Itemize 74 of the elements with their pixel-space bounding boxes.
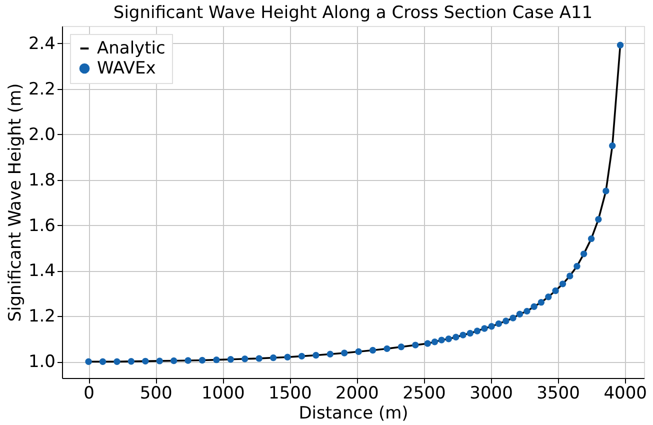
point xyxy=(602,188,610,194)
point xyxy=(284,354,291,360)
point xyxy=(538,298,545,306)
y-tick-label: 1.2 xyxy=(28,306,56,327)
y-tick-label: 2.0 xyxy=(28,124,56,145)
legend-label: Analytic xyxy=(97,38,166,58)
point xyxy=(495,320,502,328)
x-tick-label: 4000 xyxy=(604,384,647,404)
point xyxy=(156,358,163,364)
point xyxy=(270,354,277,362)
point xyxy=(530,303,538,310)
point xyxy=(398,344,405,350)
point xyxy=(552,287,559,294)
point xyxy=(99,358,106,365)
x-tick-label: 1500 xyxy=(268,384,312,404)
point xyxy=(481,325,488,332)
x-tick-label: 1000 xyxy=(201,384,245,404)
point xyxy=(510,314,516,322)
y-tick-label: 2.2 xyxy=(28,79,56,100)
point xyxy=(580,250,588,258)
legend-label: WAVEx xyxy=(97,58,156,78)
point xyxy=(384,345,390,352)
point xyxy=(616,42,624,48)
x-tick-label: 0 xyxy=(84,384,94,404)
point xyxy=(326,350,334,358)
point xyxy=(474,328,481,334)
y-tick-label: 2.4 xyxy=(28,34,56,54)
x-tick-label: 3000 xyxy=(470,384,513,404)
x-tick-label: 500 xyxy=(140,384,172,404)
point xyxy=(445,336,452,342)
x-axis-title: Distance (m) xyxy=(298,404,408,424)
point xyxy=(488,323,495,330)
point xyxy=(369,346,376,354)
y-tick-label: 1.6 xyxy=(28,216,56,236)
point xyxy=(128,358,135,365)
y-tick-label: 1.4 xyxy=(28,261,56,282)
point xyxy=(227,356,234,363)
point xyxy=(298,352,306,360)
point xyxy=(574,262,580,270)
point xyxy=(213,356,220,364)
point xyxy=(198,356,206,364)
x-tick-label: 2500 xyxy=(402,384,446,404)
point xyxy=(424,340,431,347)
point xyxy=(559,280,566,288)
point xyxy=(595,216,602,223)
point xyxy=(312,352,320,359)
point xyxy=(452,334,460,340)
point xyxy=(516,310,524,318)
point xyxy=(85,358,92,365)
point xyxy=(142,358,149,365)
point xyxy=(114,358,120,365)
y-axis-title: Significant Wave Height (m) xyxy=(5,83,26,322)
point xyxy=(184,357,192,364)
point xyxy=(256,355,262,362)
point xyxy=(566,272,574,280)
point xyxy=(460,332,466,338)
point xyxy=(438,336,445,344)
chart-title: Significant Wave Height Along a Cross Section Case A11 xyxy=(113,3,593,23)
point xyxy=(545,294,552,300)
point xyxy=(524,308,530,315)
point xyxy=(431,338,438,346)
y-tick-label: 1.8 xyxy=(28,170,56,190)
x-tick-label: 2000 xyxy=(336,384,379,404)
point xyxy=(170,357,178,364)
point xyxy=(502,318,510,324)
point xyxy=(466,330,474,337)
point xyxy=(609,142,616,150)
point xyxy=(341,350,348,356)
x-tick-label: 3500 xyxy=(536,384,580,404)
point xyxy=(355,348,362,355)
y-tick-label: 1.0 xyxy=(28,352,56,372)
point xyxy=(242,356,248,362)
point xyxy=(588,235,595,242)
point xyxy=(412,342,419,348)
